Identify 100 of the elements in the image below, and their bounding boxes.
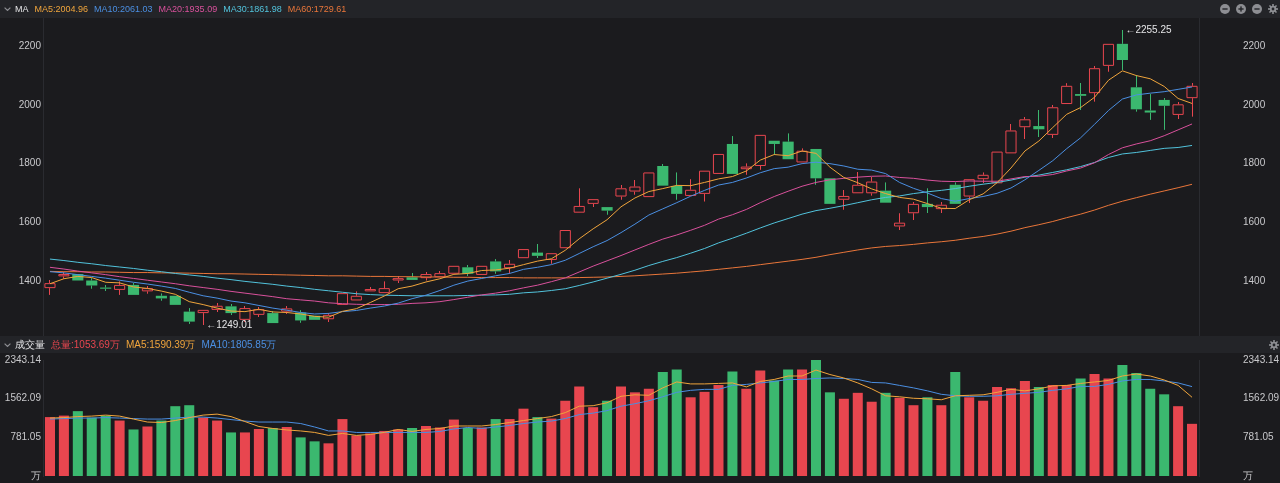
candlestick: [893, 212, 906, 231]
bar: [128, 429, 139, 476]
bar: [602, 400, 613, 476]
candlestick: [545, 253, 557, 265]
annotation: ←2255.25: [1125, 23, 1172, 35]
bar: [922, 397, 933, 476]
candlestick: [364, 286, 376, 292]
bar: [838, 398, 849, 476]
y2-tick-label: 1600: [1243, 216, 1266, 228]
candlestick: [573, 187, 585, 213]
bar: [142, 426, 153, 476]
text: MA10:2061.03: [94, 4, 153, 14]
candlestick: [1158, 97, 1170, 131]
y2-tick-label: 2200: [1243, 39, 1266, 51]
bar: [1187, 423, 1198, 476]
bar: [295, 437, 306, 476]
bar: [86, 417, 97, 476]
candlestick: [587, 199, 599, 208]
candlestick: [1130, 74, 1142, 113]
y2-tick-label: 1800: [1243, 157, 1266, 169]
bar: [574, 386, 585, 476]
candlestick: [671, 171, 683, 201]
bar: [894, 397, 905, 476]
bar: [1033, 386, 1044, 476]
candlestick: [1075, 82, 1087, 111]
y-tick-label: 2200: [18, 39, 42, 51]
candlestick: [810, 148, 822, 186]
y-tick-label: 1400: [18, 274, 42, 286]
bar: [1173, 406, 1184, 476]
text: MA30:1861.98: [223, 4, 282, 14]
bar: [810, 360, 821, 476]
bar: [588, 407, 599, 476]
bar: [351, 435, 362, 476]
y-tick-label: 1562.09: [4, 392, 42, 404]
candlestick: [1102, 43, 1115, 73]
legend-title: 成交量: [15, 337, 45, 352]
candlestick: [517, 249, 530, 259]
bar: [615, 386, 627, 476]
bar: [114, 420, 125, 476]
bar: [309, 441, 320, 476]
bar: [1117, 365, 1128, 476]
bar: [448, 419, 459, 476]
candlestick: [378, 280, 390, 294]
candlestick: [657, 163, 669, 186]
bar: [1019, 380, 1030, 476]
bar: [936, 405, 947, 476]
candlestick: [601, 207, 613, 216]
bar: [281, 426, 292, 476]
y2-tick-label: 1400: [1243, 274, 1266, 286]
candlestick: [448, 265, 460, 274]
bar: [727, 371, 738, 476]
bar: [532, 417, 543, 476]
y2-tick-label: 781.05: [1243, 431, 1275, 443]
y2-tick-label: 1562.09: [1243, 392, 1280, 404]
candlestick: [838, 189, 850, 211]
y2-tick-label: 2000: [1243, 98, 1266, 110]
bar: [1089, 374, 1100, 476]
bar: [713, 384, 724, 476]
candlestick: [169, 295, 181, 305]
bar: [880, 392, 891, 476]
candlestick: [141, 285, 154, 295]
bar: [365, 433, 376, 476]
bar: [1131, 373, 1142, 476]
y2-tick-label: 2343.14: [1243, 353, 1280, 365]
bar: [170, 406, 181, 476]
bar: [755, 370, 766, 476]
candlestick: [1186, 82, 1198, 118]
bar: [657, 372, 668, 476]
candlestick: [197, 309, 209, 326]
bar: [184, 405, 195, 476]
bar: [156, 420, 167, 476]
bar: [950, 372, 961, 476]
bar: [239, 432, 250, 476]
bar: [253, 428, 264, 476]
candlestick: [726, 135, 738, 174]
text: MA5:1590.39万: [125, 337, 196, 352]
bar: [518, 408, 529, 476]
bar: [504, 419, 515, 476]
candlestick: [824, 178, 836, 204]
candlestick: [1033, 109, 1045, 138]
bar: [462, 427, 473, 476]
candlestick: [476, 265, 488, 275]
candlestick: [754, 134, 766, 171]
bar: [323, 443, 334, 476]
bar: [908, 405, 919, 476]
legend-title: MA: [15, 4, 29, 14]
candlestick: [1061, 82, 1073, 105]
candlestick: [796, 147, 808, 163]
candlestick: [1172, 101, 1184, 120]
bar: [1005, 388, 1016, 476]
candlestick: [44, 279, 56, 296]
bar: [824, 392, 835, 476]
y-tick-label: 万: [31, 469, 41, 481]
bar: [560, 400, 571, 476]
bar: [337, 419, 348, 476]
candlestick: [629, 179, 641, 196]
candlestick: [1144, 93, 1156, 121]
candlestick: [1116, 29, 1128, 71]
bar: [393, 429, 404, 476]
bar: [671, 369, 682, 476]
